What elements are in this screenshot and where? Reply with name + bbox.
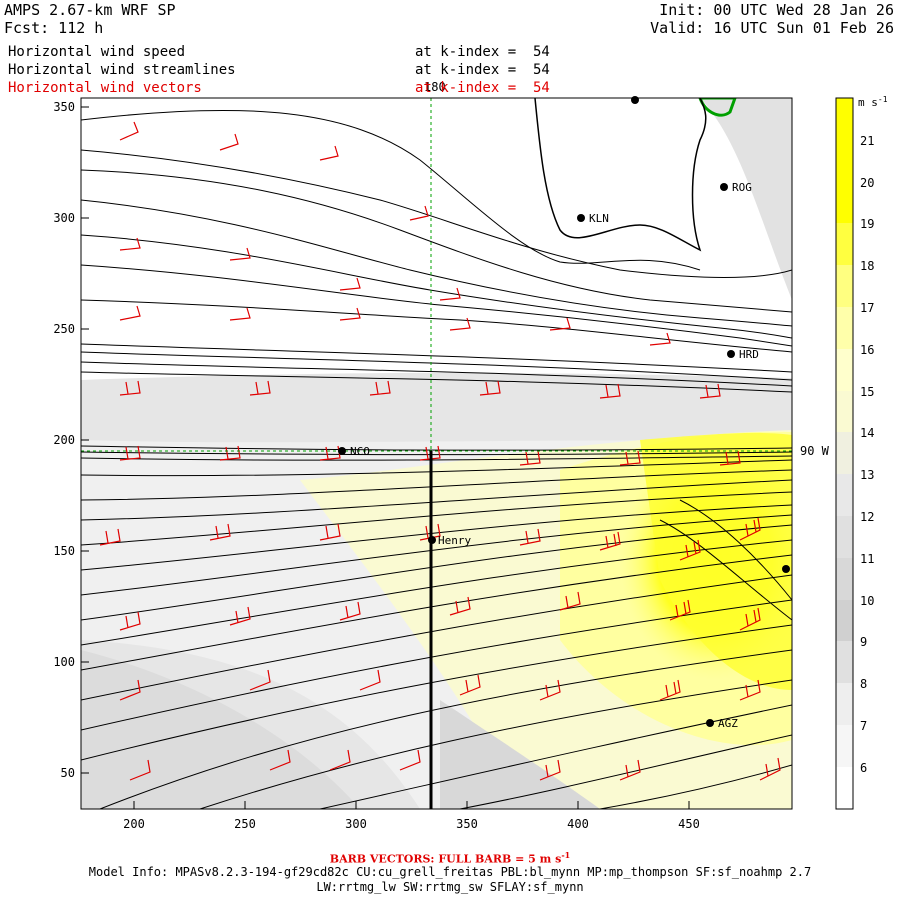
colorbar-label: 20 (860, 176, 874, 190)
model-info: Model Info: MPASv8.2.3-194-gf29cd82c CU:… (0, 865, 900, 895)
colorbar-label: 11 (860, 552, 874, 566)
y-tick-label: 50 (61, 766, 75, 780)
model-info-line-2: LW:rrtmg_lw SW:rrtmg_sw SFLAY:sf_mynn (316, 880, 584, 894)
colorbar-label: 13 (860, 468, 874, 482)
model-title: AMPS 2.67-km WRF SP (4, 1, 176, 19)
station-marker-right (782, 565, 790, 573)
station-marker-top (631, 96, 639, 104)
field-name-vectors: Horizontal wind vectors (8, 80, 202, 96)
field-name-wind-speed: Horizontal wind speed (8, 44, 186, 60)
colorbar-label: 18 (860, 259, 874, 273)
wind-streamlines (81, 109, 792, 809)
parallel-label: 90 W (800, 444, 830, 458)
station-label-henry: Henry (438, 534, 471, 547)
station-marker-kln (577, 214, 585, 222)
valid-time: Valid: 16 UTC Sun 01 Feb 26 (650, 19, 894, 37)
x-tick-label: 400 (567, 817, 589, 831)
station-label-rog: ROG (732, 181, 752, 194)
colorbar-label: 15 (860, 385, 874, 399)
x-tick-label: 250 (234, 817, 256, 831)
forecast-hour: Fcst: 112 h (4, 19, 104, 37)
colorbar-label: 7 (860, 719, 867, 733)
colorbar (835, 97, 854, 810)
init-time: Init: 00 UTC Wed 28 Jan 26 (659, 1, 894, 19)
colorbar-label: 14 (860, 426, 874, 440)
x-tick-label: 200 (123, 817, 145, 831)
station-label-agz: AGZ (718, 717, 738, 730)
station-marker-rog (720, 183, 728, 191)
colorbar-label: 19 (860, 217, 874, 231)
y-tick-label: 200 (53, 433, 75, 447)
station-label-hrd: HRD (739, 348, 759, 361)
y-tick-label: 150 (53, 544, 75, 558)
colorbar-label: 9 (860, 635, 867, 649)
station-marker-agz (706, 719, 714, 727)
x-tick-label: 300 (345, 817, 367, 831)
y-tick-label: 300 (53, 211, 75, 225)
station-marker-hrd (727, 350, 735, 358)
colorbar-label: 17 (860, 301, 874, 315)
colorbar-label: 10 (860, 594, 874, 608)
barb-legend: BARB VECTORS: FULL BARB = 5 m s-1 (329, 850, 571, 866)
station-marker-nco (338, 447, 346, 455)
field-name-streamlines: Horizontal wind streamlines (8, 62, 236, 78)
x-tick-label: 350 (456, 817, 478, 831)
y-tick-label: 100 (53, 655, 75, 669)
station-labels: KLN ROG HRD NCO Henry AGZ (350, 181, 759, 730)
axis-ticks (81, 106, 690, 809)
colorbar-label: 8 (860, 677, 867, 691)
colorbar-label: 21 (860, 134, 874, 148)
colorbar-label: 12 (860, 510, 874, 524)
plot-frame (80, 97, 793, 810)
colorbar-label: 6 (860, 761, 867, 775)
colorbar-unit: m s-1 (858, 95, 888, 109)
station-label-nco: NCO (350, 445, 370, 458)
field-level-vectors: at k-index = 54 (415, 80, 550, 96)
colorbar-labels: m s-1 21 20 19 18 17 16 15 14 13 12 11 1… (858, 95, 888, 775)
station-label-kln: KLN (589, 212, 609, 225)
wind-barbs (99, 121, 781, 781)
model-info-line-1: Model Info: MPASv8.2.3-194-gf29cd82c CU:… (88, 865, 812, 879)
x-tick-labels: 200 250 300 350 400 450 (123, 817, 700, 831)
y-tick-label: 350 (53, 100, 75, 114)
colorbar-label: 16 (860, 343, 874, 357)
coastline (534, 98, 707, 252)
meridian-label: 180 (424, 80, 446, 94)
station-marker-henry (428, 536, 436, 544)
y-tick-labels: 350 300 250 200 150 100 50 (53, 100, 75, 780)
field-level-streamlines: at k-index = 54 (415, 62, 550, 78)
x-tick-label: 450 (678, 817, 700, 831)
field-level-wind-speed: at k-index = 54 (415, 44, 550, 60)
y-tick-label: 250 (53, 322, 75, 336)
wind-speed-shading (81, 98, 792, 809)
